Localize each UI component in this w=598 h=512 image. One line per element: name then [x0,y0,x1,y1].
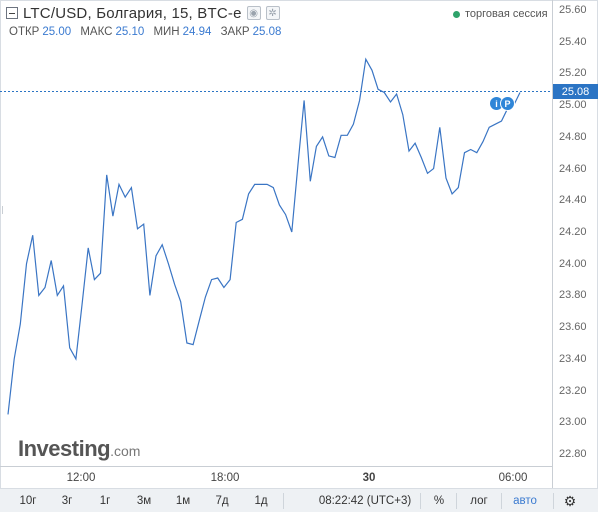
gear-icon[interactable]: ✲ [265,6,280,20]
price-tick-label: 23.00 [559,416,587,429]
price-tick-label: 24.00 [559,257,587,270]
bottom-toolbar: 10г 3г 1г 3м 1м 7д 1д 08:22:42 (UTC+3) %… [0,488,598,512]
period-7d-button[interactable]: 7д [215,495,229,507]
period-3m-button[interactable]: 3м [136,495,152,507]
price-tick-label: 24.80 [559,130,587,143]
ohlc-values: ОТКР 25.00 МАКС 25.10 МИН 24.94 ЗАКР 25.08 [9,26,287,38]
open-label: ОТКР [9,26,40,38]
investing-logo: Investing .com [18,436,140,462]
clock-time: 08:22:42 (UTC+3) [318,495,412,507]
session-dot-icon [453,10,460,18]
price-axis-border [552,0,553,488]
price-tick-label: 23.40 [559,352,587,365]
price-tick-label: 24.20 [559,226,587,238]
collapse-icon[interactable] [6,7,18,19]
period-3y-button[interactable]: 3г [61,495,73,507]
period-1m-button[interactable]: 1м [175,495,191,507]
price-tick-label: 25.40 [559,35,587,48]
eye-icon[interactable]: ◉ [246,6,261,20]
period-1y-button[interactable]: 1г [99,495,111,507]
open-value: 25.00 [42,26,72,38]
time-tick-label: 06:00 [498,472,528,484]
price-tick-label: 24.40 [559,194,587,207]
log-scale-button[interactable]: лог [470,495,488,507]
price-tick-label: 23.80 [559,289,587,302]
price-tick-label: 23.20 [559,384,587,397]
toolbar-separator [456,493,457,509]
session-label: торговая сессия [465,8,548,20]
price-line [7,57,521,415]
price-tick-label: 25.60 [559,4,587,16]
time-axis-border [0,466,553,467]
last-price-tag: 25.08 [553,84,598,99]
chart-title: LTC/USD, Болгария, 15, BTC-e [23,4,242,22]
logo-domain-text: .com [110,443,141,459]
price-tick-label: 24.60 [559,162,587,175]
low-label: МИН [153,26,180,38]
logo-main-text: Investing [18,436,111,461]
price-tick-label: 22.80 [559,448,587,460]
close-value: 25.08 [252,26,282,38]
low-value: 24.94 [182,26,212,38]
toolbar-separator [553,493,554,509]
time-tick-label: 30 [362,472,376,484]
high-label: МАКС [80,26,113,38]
chart-title-row: LTC/USD, Болгария, 15, BTC-e ◉ ✲ [6,4,280,22]
position-badge-icon[interactable]: P [500,96,515,111]
time-tick-label: 18:00 [210,472,240,484]
price-tick-label: 25.20 [559,67,587,80]
time-tick-label: 12:00 [66,472,96,484]
settings-gear-icon[interactable]: ⚙ [563,493,577,509]
toolbar-separator [420,493,421,509]
session-indicator: торговая сессия [453,8,548,20]
period-10y-button[interactable]: 10г [19,495,37,507]
auto-scale-button[interactable]: авто [513,495,537,507]
period-1d-button[interactable]: 1д [254,495,268,507]
toolbar-separator [283,493,284,509]
high-value: 25.10 [115,26,145,38]
left-scale-marker [0,206,3,214]
price-tick-label: 23.60 [559,321,587,334]
toolbar-separator [501,493,502,509]
price-tick-label: 25.00 [559,99,587,112]
close-label: ЗАКР [220,26,250,38]
event-badges: i P [489,96,515,111]
percent-scale-button[interactable]: % [433,495,445,507]
